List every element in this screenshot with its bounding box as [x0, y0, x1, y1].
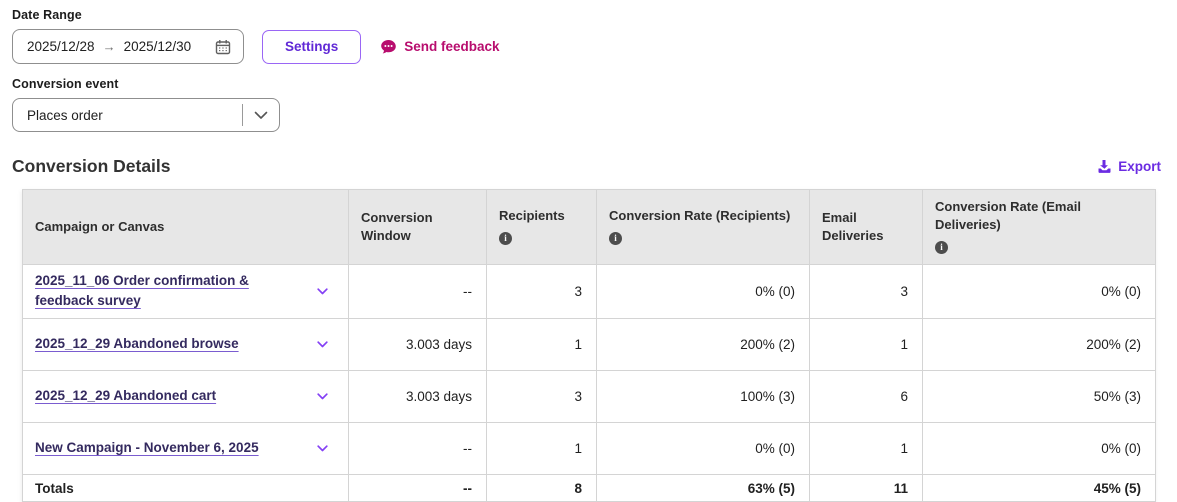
- conversion-rate-recipients-value: 0% (0): [596, 422, 810, 476]
- col-header-conversion-window: Conversion Window: [348, 189, 487, 265]
- section-header: Conversion Details Export: [12, 156, 1165, 177]
- select-divider: [242, 104, 243, 126]
- col-header-conversion-rate-email: Conversion Rate (Email Deliveries) i: [922, 189, 1156, 265]
- conversion-window-value: 3.003 days: [348, 318, 487, 372]
- chevron-down-icon[interactable]: [317, 393, 334, 400]
- email-deliveries-value: 3: [809, 263, 923, 320]
- date-start-value[interactable]: 2025/12/28: [27, 39, 95, 54]
- email-deliveries-value: 6: [809, 370, 923, 424]
- date-range-label: Date Range: [12, 8, 82, 22]
- top-controls-row: 2025/12/28 → 2025/12/30 Settings: [12, 29, 1165, 64]
- conversion-rate-email-value: 200% (2): [922, 318, 1156, 372]
- settings-button[interactable]: Settings: [262, 29, 362, 64]
- chevron-down-icon[interactable]: [317, 341, 334, 348]
- info-icon[interactable]: i: [935, 241, 948, 255]
- info-icon[interactable]: i: [499, 232, 512, 246]
- totals-conversion-window: --: [348, 474, 487, 502]
- conversion-event-label: Conversion event: [12, 77, 119, 91]
- conversion-rate-recipients-value: 100% (3): [596, 370, 810, 424]
- chevron-down-icon[interactable]: [243, 111, 279, 120]
- conversion-event-value: Places order: [27, 107, 103, 123]
- col-header-email-deliveries: Email Deliveries: [809, 189, 923, 265]
- table-row: 2025_12_29 Abandoned browse 3.003 days 1…: [22, 318, 1156, 372]
- send-feedback-link[interactable]: Send feedback: [380, 39, 500, 55]
- totals-recipients: 8: [486, 474, 597, 502]
- table-row: 2025_12_29 Abandoned cart 3.003 days 3 1…: [22, 370, 1156, 424]
- campaign-link[interactable]: New Campaign - November 6, 2025: [35, 440, 259, 456]
- send-feedback-label: Send feedback: [404, 39, 500, 54]
- table-row: 2025_11_06 Order confirmation & feedback…: [22, 263, 1156, 320]
- conversion-window-value: --: [348, 422, 487, 476]
- campaign-link[interactable]: 2025_11_06 Order confirmation & feedback…: [35, 272, 249, 309]
- totals-conversion-rate-email: 45% (5): [922, 474, 1156, 502]
- chevron-down-icon[interactable]: [317, 288, 334, 295]
- recipients-value: 1: [486, 422, 597, 476]
- download-icon: [1097, 159, 1112, 174]
- conversion-window-value: --: [348, 263, 487, 320]
- conversion-details-table: Campaign or Canvas Conversion Window Rec…: [22, 189, 1156, 502]
- page-title: Conversion Details: [12, 156, 171, 176]
- campaign-link[interactable]: 2025_12_29 Abandoned browse: [35, 336, 239, 352]
- totals-row: Totals -- 8 63% (5) 11 45% (5): [22, 474, 1156, 502]
- table-row: New Campaign - November 6, 2025 -- 1 0% …: [22, 422, 1156, 476]
- recipients-value: 3: [486, 263, 597, 320]
- date-end-value[interactable]: 2025/12/30: [123, 39, 192, 54]
- campaign-link[interactable]: 2025_12_29 Abandoned cart: [35, 388, 217, 404]
- chevron-down-icon[interactable]: [317, 445, 334, 452]
- conversion-rate-email-value: 0% (0): [922, 263, 1156, 320]
- col-header-recipients: Recipients i: [486, 189, 597, 265]
- col-header-campaign: Campaign or Canvas: [22, 189, 349, 265]
- email-deliveries-value: 1: [809, 422, 923, 476]
- date-arrow-icon: →: [102, 39, 116, 54]
- calendar-icon[interactable]: [215, 39, 231, 55]
- conversion-rate-recipients-value: 200% (2): [596, 318, 810, 372]
- totals-email-deliveries: 11: [809, 474, 923, 502]
- info-icon[interactable]: i: [609, 232, 622, 246]
- date-range-input[interactable]: 2025/12/28 → 2025/12/30: [12, 29, 244, 64]
- conversion-rate-recipients-value: 0% (0): [596, 263, 810, 320]
- conversion-event-select[interactable]: Places order: [12, 98, 280, 132]
- totals-conversion-rate-recipients: 63% (5): [596, 474, 810, 502]
- conversion-window-value: 3.003 days: [348, 370, 487, 424]
- conversion-rate-email-value: 50% (3): [922, 370, 1156, 424]
- email-deliveries-value: 1: [809, 318, 923, 372]
- conversion-rate-email-value: 0% (0): [922, 422, 1156, 476]
- recipients-value: 3: [486, 370, 597, 424]
- speech-bubble-icon: [380, 39, 397, 55]
- export-button[interactable]: Export: [1097, 159, 1161, 174]
- col-header-conversion-rate-recipients: Conversion Rate (Recipients) i: [596, 189, 810, 265]
- export-label: Export: [1118, 159, 1161, 174]
- recipients-value: 1: [486, 318, 597, 372]
- totals-label: Totals: [22, 474, 349, 502]
- table-header-row: Campaign or Canvas Conversion Window Rec…: [22, 189, 1156, 265]
